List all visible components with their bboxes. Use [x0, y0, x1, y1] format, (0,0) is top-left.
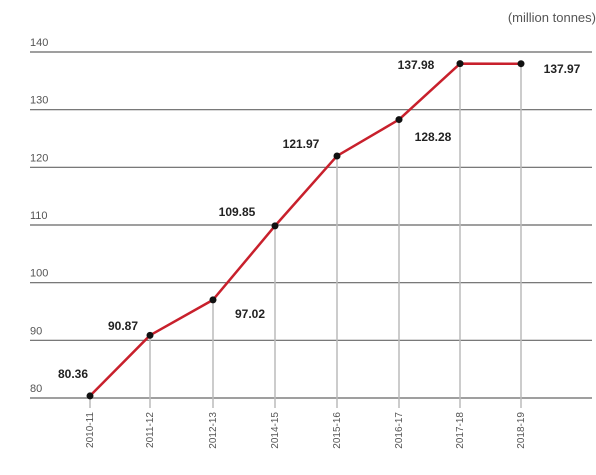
- data-point: [395, 116, 403, 124]
- x-tick-label: 2011-12: [145, 412, 156, 448]
- data-label: 121.97: [283, 137, 320, 151]
- data-point: [86, 392, 94, 400]
- data-point: [146, 331, 154, 339]
- data-labels: 80.36 90.87 97.02 109.85 121.97 128.28 137.98 1…: [58, 58, 581, 381]
- x-tick-label: 2012-13: [208, 412, 219, 449]
- y-gridlines: [30, 51, 592, 399]
- data-label: 128.28: [415, 130, 452, 144]
- y-tick-label: 130: [30, 95, 48, 107]
- x-tick-labels: 2010-11 2011-12 2012-13 2014-15 2015-16 2016-…: [85, 412, 527, 449]
- data-label: 109.85: [219, 205, 256, 219]
- y-tick-label: 110: [30, 210, 48, 222]
- x-tick-label: 2010-11: [85, 412, 96, 448]
- y-tick-labels: 80 90 100 110 120 130 140: [30, 37, 48, 395]
- data-label: 80.36: [58, 367, 88, 381]
- data-point: [209, 296, 217, 304]
- data-label: 90.87: [108, 319, 138, 333]
- data-point: [271, 222, 279, 230]
- data-label: 97.02: [235, 307, 265, 321]
- unit-label: (million tonnes): [508, 10, 596, 25]
- y-tick-label: 120: [30, 152, 48, 164]
- y-tick-label: 90: [30, 325, 42, 337]
- x-tick-label: 2016-17: [394, 412, 405, 449]
- x-tick-label: 2014-15: [270, 412, 281, 449]
- x-tick-label: 2015-16: [332, 412, 343, 449]
- data-point: [333, 152, 341, 160]
- x-tick-label: 2018-19: [516, 412, 527, 449]
- y-tick-label: 80: [30, 383, 42, 395]
- drop-lines: [89, 63, 522, 408]
- data-label: 137.97: [544, 62, 581, 76]
- y-tick-label: 100: [30, 268, 48, 280]
- y-tick-label: 140: [30, 37, 48, 49]
- data-points: [86, 60, 525, 400]
- data-label: 137.98: [398, 58, 435, 72]
- data-point: [456, 60, 464, 68]
- data-point: [517, 60, 525, 68]
- x-tick-label: 2017-18: [455, 412, 466, 449]
- series-line: [89, 62, 522, 397]
